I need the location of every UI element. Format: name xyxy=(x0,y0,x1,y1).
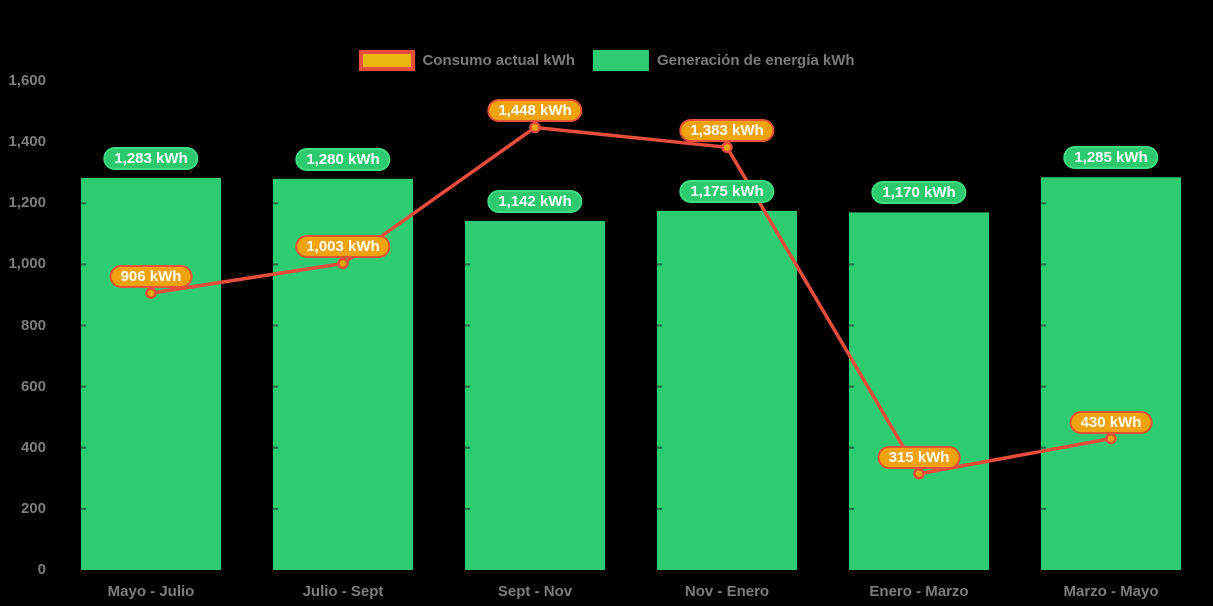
x-tick-label-2: Sept - Nov xyxy=(497,583,573,600)
gridline-stub xyxy=(273,446,278,449)
x-tick-label-4: Enero - Marzo xyxy=(869,583,969,600)
gridline-stub xyxy=(657,263,662,266)
gridline-stub xyxy=(849,446,854,449)
x-tick-label-0: Mayo - Julio xyxy=(107,583,195,600)
x-tick-label-1: Julio - Sept xyxy=(302,583,384,600)
gridline-stub xyxy=(273,263,278,266)
generation-swatch-icon xyxy=(592,50,649,71)
gridline-stub xyxy=(81,324,86,327)
y-tick-label-3: 600 xyxy=(20,377,46,395)
generation-legend-label: Generación de energía kWh xyxy=(656,52,855,69)
gridline-stub xyxy=(1041,385,1046,388)
gridline-stub xyxy=(465,507,470,510)
consumption-marker-5[interactable] xyxy=(1105,432,1117,445)
consumption-marker-2[interactable] xyxy=(529,121,541,134)
generation-value-label-0: 1,283 kWh xyxy=(103,146,199,170)
gridline-stub xyxy=(849,507,854,510)
gridline-stub xyxy=(1041,263,1046,266)
gridline-stub xyxy=(81,202,86,205)
generation-bar-5[interactable] xyxy=(1041,177,1181,570)
consumption-legend-label: Consumo actual kWh xyxy=(422,52,575,69)
consumption-value-label-5: 430 kWh xyxy=(1069,410,1153,434)
x-tick-label-5: Marzo - Mayo xyxy=(1063,583,1159,600)
consumption-value-label-0: 906 kWh xyxy=(109,265,193,289)
generation-value-label-4: 1,170 kWh xyxy=(871,181,967,205)
gridline-stub xyxy=(849,263,854,266)
legend-item-consumption[interactable]: Consumo actual kWh xyxy=(358,50,575,71)
legend-item-generation[interactable]: Generación de energía kWh xyxy=(592,50,855,71)
gridline-stub xyxy=(1041,202,1046,205)
gridline-stub xyxy=(849,385,854,388)
y-tick-label-1: 200 xyxy=(20,499,46,517)
generation-bar-3[interactable] xyxy=(657,210,797,570)
gridline-stub xyxy=(81,507,86,510)
gridline-stub xyxy=(273,385,278,388)
generation-bar-2[interactable] xyxy=(465,220,605,570)
consumption-value-label-1: 1,003 kWh xyxy=(295,235,391,259)
x-tick-label-3: Nov - Enero xyxy=(684,583,770,600)
y-tick-label-4: 800 xyxy=(20,316,46,334)
generation-value-label-2: 1,142 kWh xyxy=(487,189,583,213)
consumption-marker-4[interactable] xyxy=(913,467,925,480)
gridline-stub xyxy=(849,324,854,327)
y-tick-label-2: 400 xyxy=(20,438,46,456)
gridline-stub xyxy=(273,202,278,205)
gridline-stub xyxy=(81,263,86,266)
gridline-stub xyxy=(657,324,662,327)
consumption-value-label-4: 315 kWh xyxy=(877,445,961,469)
consumption-value-label-3: 1,383 kWh xyxy=(679,119,775,143)
y-tick-label-6: 1,200 xyxy=(8,194,46,212)
gridline-stub xyxy=(1041,446,1046,449)
y-tick-label-7: 1,400 xyxy=(8,133,46,151)
gridline-stub xyxy=(1041,507,1046,510)
gridline-stub xyxy=(657,385,662,388)
generation-value-label-5: 1,285 kWh xyxy=(1063,146,1159,170)
consumption-value-label-2: 1,448 kWh xyxy=(487,99,583,123)
gridline-stub xyxy=(465,385,470,388)
generation-value-label-1: 1,280 kWh xyxy=(295,147,391,171)
gridline-stub xyxy=(81,446,86,449)
gridline-stub xyxy=(657,507,662,510)
y-tick-label-5: 1,000 xyxy=(8,255,46,273)
consumption-marker-0[interactable] xyxy=(145,287,157,299)
gridline-stub xyxy=(1041,324,1046,327)
gridline-stub xyxy=(465,263,470,266)
generation-bar-0[interactable] xyxy=(81,177,221,570)
consumption-marker-3[interactable] xyxy=(721,141,733,154)
legend: Consumo actual kWh Generación de energía… xyxy=(358,50,855,71)
gridline-stub xyxy=(81,385,86,388)
gridline-stub xyxy=(657,446,662,449)
y-tick-label-8: 1,600 xyxy=(8,72,46,89)
gridline-stub xyxy=(273,507,278,510)
gridline-stub xyxy=(465,324,470,327)
consumption-marker-1[interactable] xyxy=(337,257,349,270)
gridline-stub xyxy=(465,446,470,449)
gridline-stub xyxy=(273,324,278,327)
y-tick-label-0: 0 xyxy=(37,561,46,578)
consumption-swatch-icon xyxy=(358,50,415,71)
generation-value-label-3: 1,175 kWh xyxy=(679,179,775,203)
